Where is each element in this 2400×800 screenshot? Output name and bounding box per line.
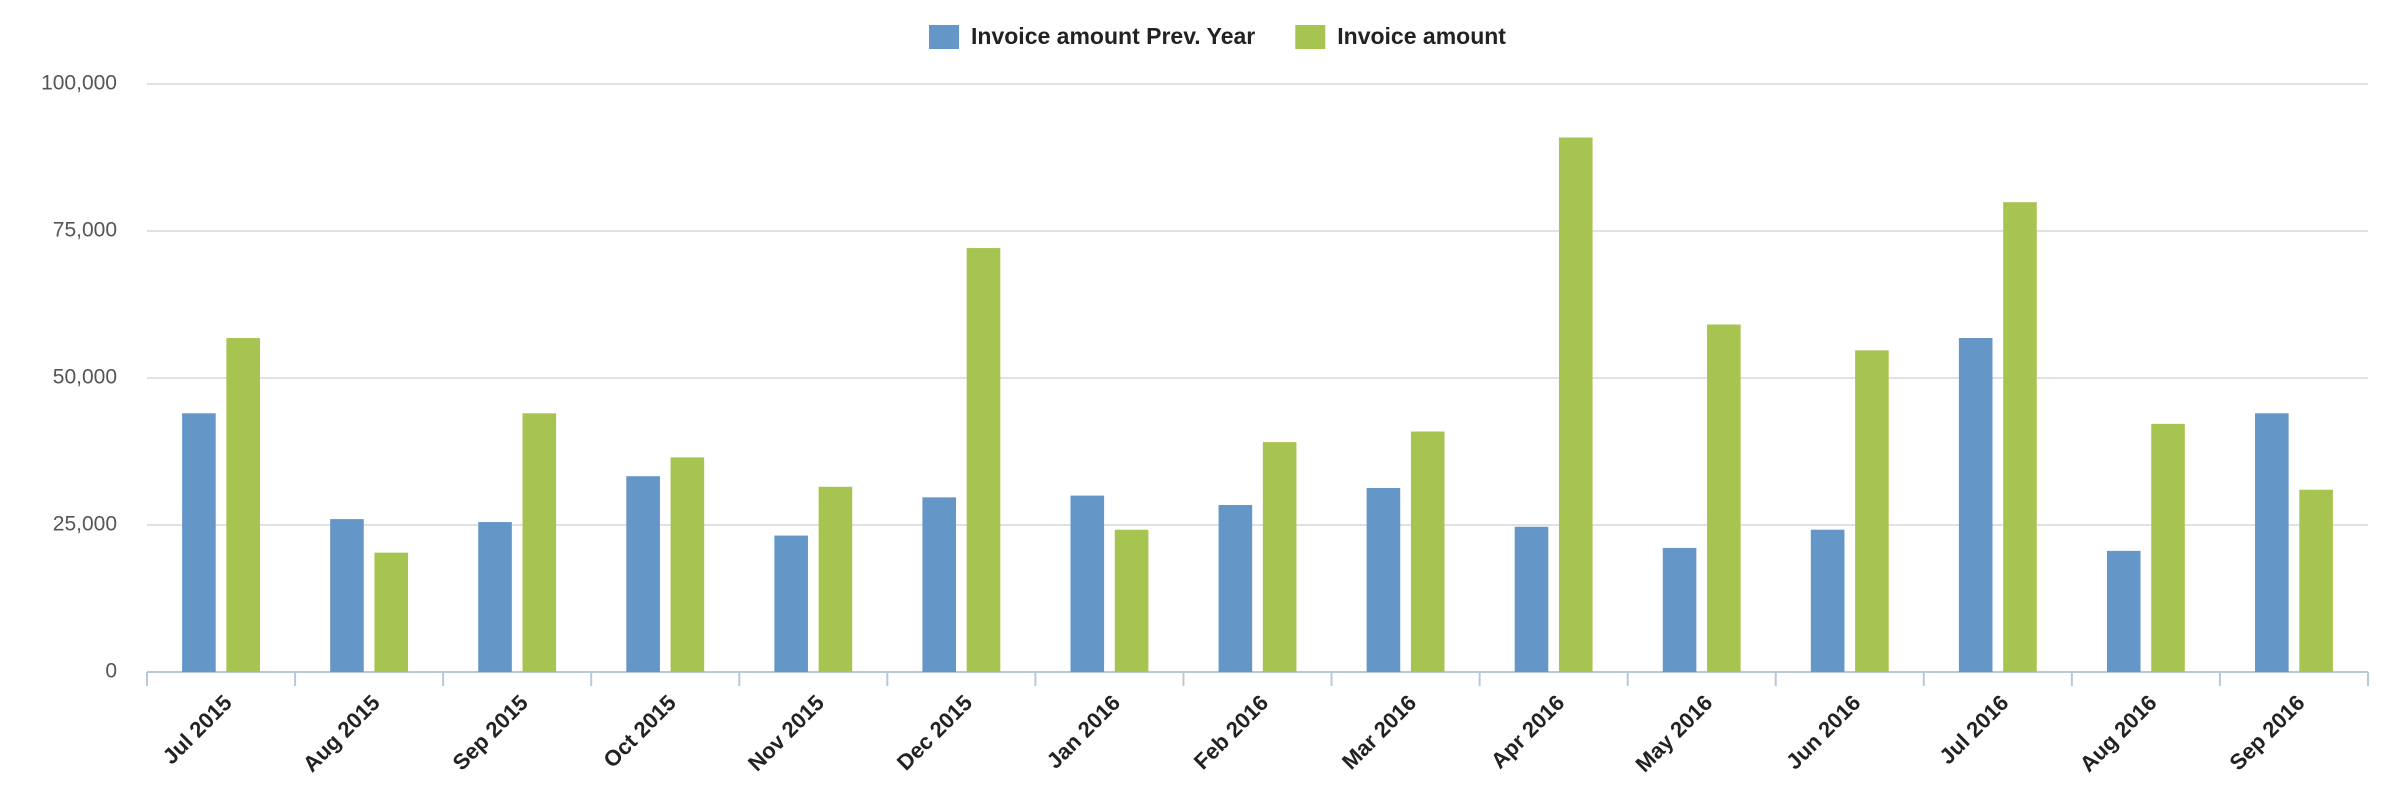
bar [1514,526,1549,672]
x-tick-label: Dec 2015 [892,690,977,775]
bar [966,248,1001,672]
x-tick-label: Apr 2016 [1486,690,1569,773]
x-tick-label: Nov 2015 [743,690,829,776]
y-tick-label: 0 [105,660,117,683]
x-tick-label: May 2016 [1630,690,1717,777]
legend-label: Invoice amount Prev. Year [971,23,1255,49]
x-tick-label: Jan 2016 [1042,690,1125,773]
legend: Invoice amount Prev. Year Invoice amount [929,23,1506,49]
bar [2106,550,2141,672]
bar [774,535,808,672]
bar [374,552,409,672]
bar [1958,338,1993,672]
x-tick-label: Aug 2015 [298,690,385,777]
x-tick-label: Mar 2016 [1337,690,1421,774]
x-tick-label: Sep 2016 [2224,690,2309,775]
bar [1558,137,1593,672]
x-tick-label: Feb 2016 [1189,690,1273,774]
x-tick-label: Jun 2016 [1781,690,1865,774]
x-tick-label: Aug 2016 [2075,690,2162,777]
bar [2151,423,2185,672]
bar [1262,442,1297,672]
bar [522,413,557,672]
y-tick-label: 50,000 [53,366,117,389]
bar [226,338,260,672]
bar [922,497,957,672]
bar [2299,489,2333,672]
x-tick-label: Jul 2016 [1934,690,2013,769]
bar [1810,529,1845,672]
bar [330,519,364,672]
x-tick-label: Oct 2015 [598,690,681,773]
y-tick-label: 100,000 [41,72,117,95]
bar [1218,505,1253,672]
bar [182,413,216,672]
bar [1707,324,1741,672]
legend-swatch [929,25,960,49]
bar [818,486,853,672]
bar [1410,431,1445,672]
bar [2255,413,2289,672]
bar [1070,495,1105,672]
bar [626,476,660,672]
legend-label: Invoice amount [1337,23,1506,49]
bar [1114,529,1149,672]
y-tick-label: 25,000 [53,513,117,536]
x-tick-label: Sep 2015 [448,690,533,775]
bar [2003,202,2037,673]
bar [1662,547,1697,672]
legend-swatch [1295,25,1326,49]
bar [670,457,705,672]
x-tick-label: Jul 2015 [158,690,237,769]
y-tick-label: 75,000 [53,219,117,242]
bar [1855,350,1889,672]
bar [478,522,512,672]
bar [1366,487,1401,672]
